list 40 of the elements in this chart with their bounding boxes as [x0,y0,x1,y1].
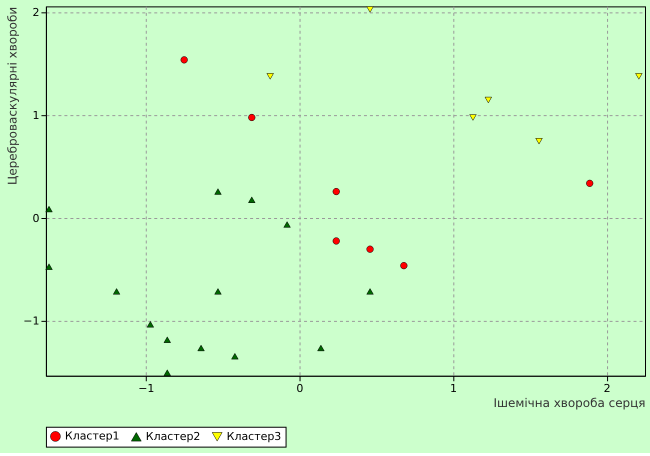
point [146,321,154,328]
y-axis-title: Цереброваскулярні хвороби [5,6,20,185]
point [400,262,408,270]
point [248,196,256,203]
point [586,180,594,187]
y-tick-label: 2 [32,6,40,20]
point [484,96,492,104]
point [214,188,222,195]
point [635,73,642,80]
point [266,73,274,80]
point [332,237,340,245]
x-tick-label: 2 [604,382,611,396]
point [366,246,374,253]
point [197,344,205,352]
point [45,264,53,270]
point [231,353,238,360]
point [45,206,53,212]
point [332,188,340,196]
x-tick-label: 0 [296,382,304,396]
x-tick-label: −1 [138,382,154,396]
point [535,138,543,144]
point [366,6,374,13]
point [164,370,171,376]
point [180,56,188,64]
point [164,336,171,343]
x-axis-title: Ішемічна хвороба серця [493,396,646,410]
legend-label: Кластер1 [64,429,120,442]
point [214,288,222,295]
y-tick-label: 1 [32,108,40,122]
legend-label: Кластер3 [226,430,282,443]
y-tick-label: −1 [23,314,40,328]
point [284,221,291,228]
point [366,288,374,295]
point [248,114,256,122]
y-tick-label: 0 [32,212,40,225]
x-tick-label: 1 [450,382,457,396]
legend-label: Кластер2 [146,430,200,443]
point [469,114,477,121]
point [317,344,324,352]
point [112,288,120,295]
